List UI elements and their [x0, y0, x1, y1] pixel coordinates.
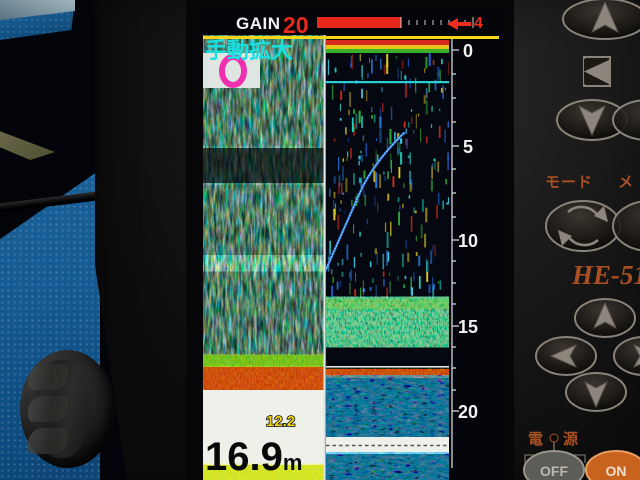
svg-text:20: 20 — [458, 402, 478, 422]
svg-text:手動拡大: 手動拡大 — [205, 38, 293, 63]
svg-text:GAIN: GAIN — [236, 14, 281, 33]
svg-text:12.2: 12.2 — [266, 413, 295, 430]
svg-text:10: 10 — [458, 231, 478, 251]
svg-text:20: 20 — [283, 12, 309, 38]
svg-text:4: 4 — [474, 15, 483, 32]
svg-text:5: 5 — [463, 137, 473, 157]
svg-text:15: 15 — [458, 317, 478, 337]
svg-text:0: 0 — [463, 41, 473, 61]
